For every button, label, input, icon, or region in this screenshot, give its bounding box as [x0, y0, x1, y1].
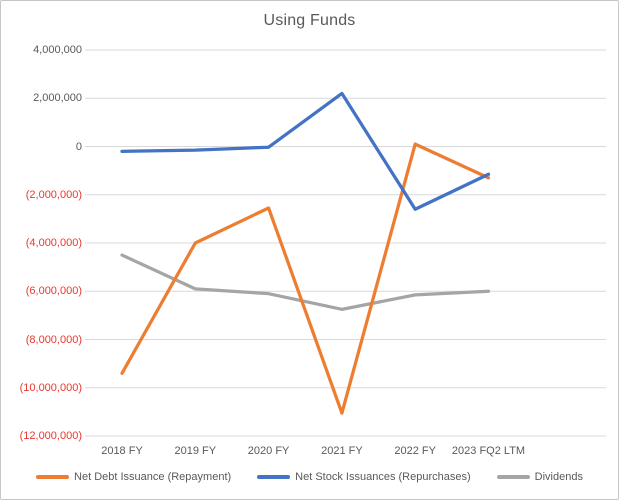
legend-line-swatch	[257, 475, 291, 479]
series-line-net-debt-issuance-repayment	[120, 142, 491, 415]
y-tick-label: (8,000,000)	[25, 333, 82, 346]
y-tick-label: (12,000,000)	[19, 430, 82, 442]
y-tick-label: (2,000,000)	[25, 188, 82, 201]
x-axis-label-2022-fy: 2022 FY	[394, 445, 436, 457]
legend-line-swatch	[496, 475, 530, 479]
legend-label: Net Stock Issuances (Repurchases)	[295, 471, 471, 483]
legend-item-net-stock-issuances-repurchases: Net Stock Issuances (Repurchases)	[257, 471, 471, 483]
series-line-dividends	[120, 253, 491, 311]
x-axis-label-2020-fy: 2020 FY	[247, 445, 290, 457]
y-tick-label: (6,000,000)	[25, 285, 82, 298]
legend-label: Dividends	[534, 471, 583, 483]
legend-label: Net Debt Issuance (Repayment)	[74, 471, 232, 483]
legend-line-swatch	[36, 475, 70, 479]
legend-item-dividends: Dividends	[496, 471, 583, 483]
x-axis-label-2021-fy: 2021 FY	[321, 445, 363, 457]
chart-title: Using Funds	[263, 12, 356, 29]
y-tick-label: (4,000,000)	[25, 237, 82, 249]
x-axis-label-2018-fy: 2018 FY	[101, 445, 143, 457]
legend-item-net-debt-issuance-repayment: Net Debt Issuance (Repayment)	[36, 471, 231, 483]
y-tick-label: (10,000,000)	[19, 381, 82, 394]
y-tick-label: 2,000,000	[33, 92, 82, 105]
x-axis-label-2019-fy: 2019 FY	[174, 445, 217, 457]
legend: Net Debt Issuance (Repayment) Net Stock I…	[1, 471, 618, 483]
series-line-net-stock-issuances-repurchases	[120, 91, 491, 211]
y-tick-label: 4,000,000	[33, 44, 82, 56]
y-tick-label: 0	[75, 140, 82, 153]
x-axis-label-2023-fq2-ltm: 2023 FQ2 LTM	[451, 445, 526, 457]
